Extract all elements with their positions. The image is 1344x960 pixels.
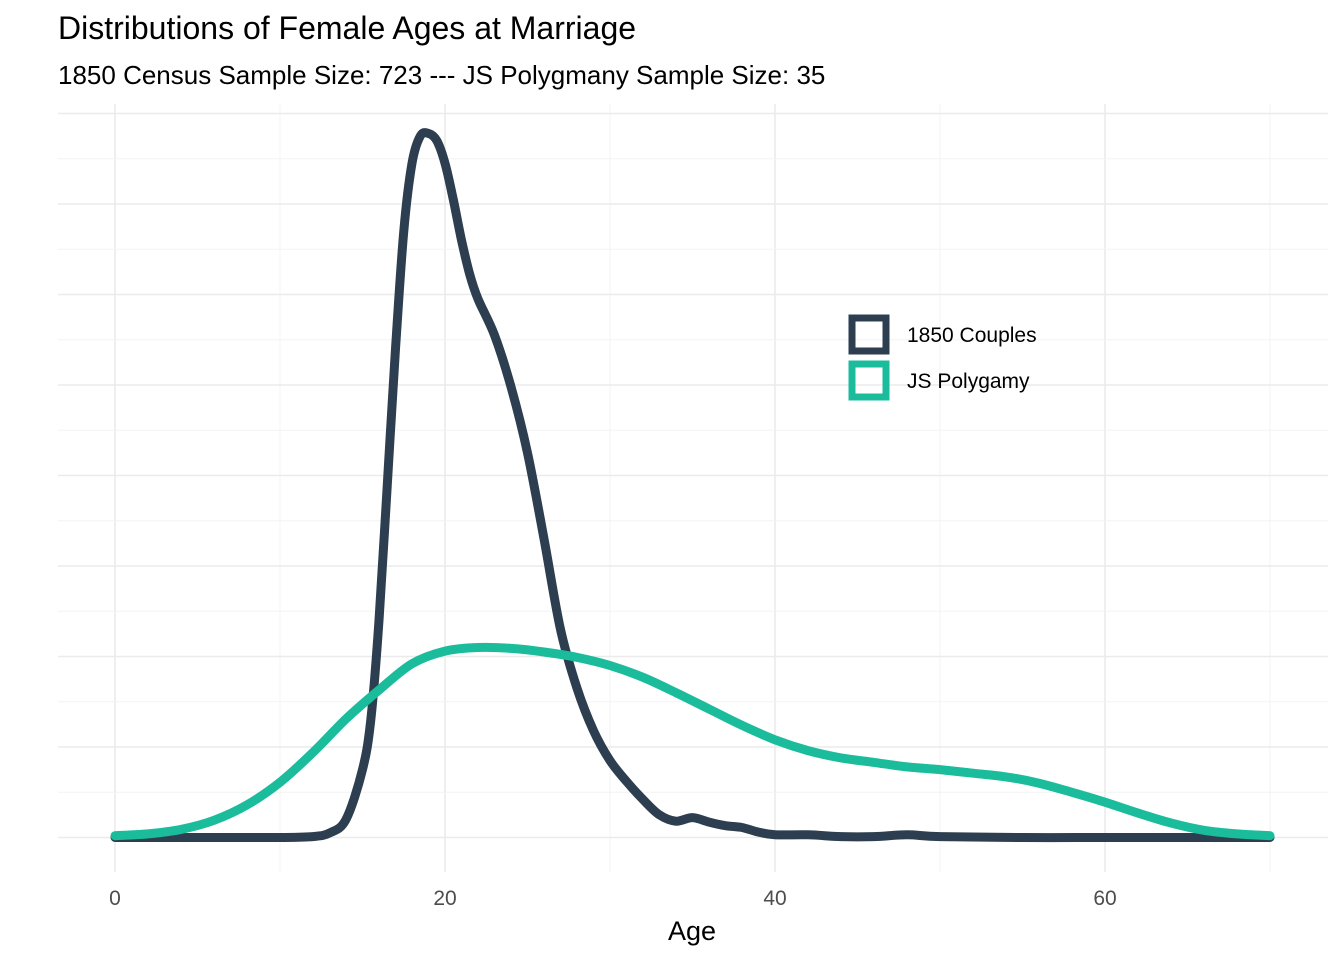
x-axis-ticks: 0 20 40 60 xyxy=(109,887,1117,910)
legend-key xyxy=(848,314,890,355)
grid-lines xyxy=(58,104,1328,872)
series-line-1850-couples xyxy=(110,128,1275,843)
series-line-js-polygamy xyxy=(110,642,1275,841)
legend-label: JS Polygamy xyxy=(907,370,1030,393)
x-tick-label: 20 xyxy=(433,887,456,910)
x-tick-label: 40 xyxy=(763,887,786,910)
x-tick-label: 60 xyxy=(1093,887,1116,910)
series-lines xyxy=(110,128,1275,843)
x-axis-title: Age xyxy=(668,916,716,946)
chart-title: Distributions of Female Ages at Marriage xyxy=(58,10,637,46)
chart-subtitle: 1850 Census Sample Size: 723 --- JS Poly… xyxy=(58,60,826,90)
legend-label: 1850 Couples xyxy=(907,324,1037,347)
x-tick-label: 0 xyxy=(109,887,121,910)
legend: 1850 Couples JS Polygamy xyxy=(848,314,1037,401)
legend-key xyxy=(848,360,890,401)
